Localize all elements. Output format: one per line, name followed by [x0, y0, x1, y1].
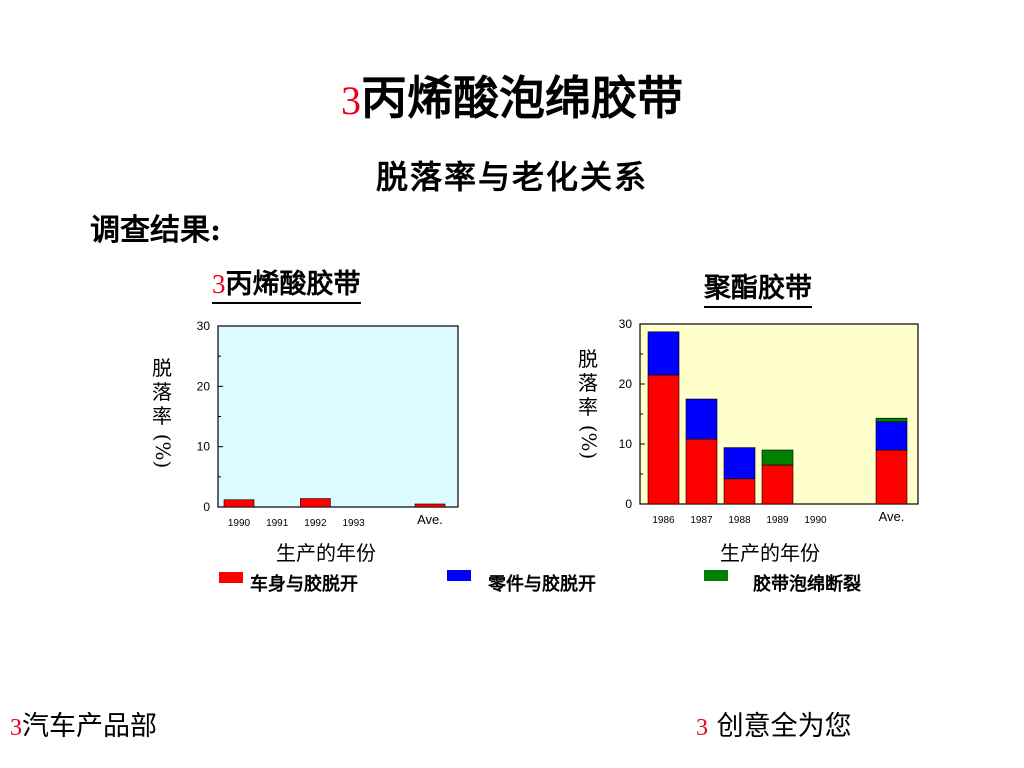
legend-swatch-part-detach [447, 570, 471, 581]
left-xtick-label: Ave. [417, 512, 443, 527]
left-xtick-label: 1991 [266, 518, 289, 529]
right-ylabel-char: 落 [578, 371, 598, 395]
right-bar-1989-s2 [761, 449, 794, 466]
legend-label-part-detach: 零件与胶脱开 [488, 574, 596, 595]
right-ytick-label: 20 [619, 377, 633, 391]
right-ylabel-unit: (%) [577, 425, 601, 460]
right-xtick-label: Ave. [879, 509, 905, 524]
legend-label-foam-break: 胶带泡绵断裂 [753, 574, 861, 595]
right-bar-1987-s1 [685, 398, 718, 440]
legend-label-body-detach: 车身与胶脱开 [250, 574, 358, 595]
right-ytick-label: 10 [619, 437, 633, 451]
left-xtick-label: 1993 [342, 518, 365, 529]
right-bar-1986-s1 [647, 331, 680, 376]
right-xtick-label: 1989 [766, 515, 789, 526]
right-bar-1987-s0 [685, 438, 718, 505]
left-chart-xlabel: 生产的年份 [276, 541, 376, 565]
legend-swatch-body-detach [219, 572, 243, 583]
right-ytick-label: 0 [625, 497, 632, 511]
right-bar-1986-s0 [647, 374, 680, 505]
left-bar-1992-s0 [300, 498, 331, 508]
right-ylabel-char: 脱 [578, 347, 598, 371]
right-xtick-label: 1986 [652, 515, 675, 526]
right-chart-xlabel: 生产的年份 [720, 541, 820, 565]
left-xtick-label: 1992 [304, 518, 327, 529]
left-ytick-label: 30 [197, 319, 211, 333]
left-ylabel-unit: (%) [151, 434, 175, 469]
left-bar-Ave.-s0 [414, 503, 446, 508]
right-bar-1988-s0 [723, 478, 756, 505]
right-ytick-label: 30 [619, 317, 633, 331]
left-chart-title-text: 丙烯酸胶带 [225, 269, 361, 300]
left-ylabel-char: 脱 [152, 356, 172, 380]
left-ytick-label: 20 [197, 379, 211, 393]
survey-label: 调查结果: [90, 213, 222, 248]
footer-right: 3 创意全为您 [696, 704, 852, 743]
page-subtitle: 脱落率与老化关系 [375, 158, 648, 196]
footer-right-mark: 3 [696, 715, 708, 741]
left-plot-area [217, 325, 459, 508]
page-title: 3丙烯酸泡绵胶带 [0, 62, 1024, 128]
legend-swatch-foam-break [704, 570, 728, 581]
left-bar-1990-s0 [223, 499, 255, 508]
right-xtick-label: 1988 [728, 515, 751, 526]
brand-mark: 3 [341, 78, 361, 123]
right-bar-1988-s1 [723, 447, 756, 480]
footer-left-mark: 3 [10, 715, 22, 741]
footer-right-text: 创意全为您 [716, 711, 852, 742]
footer-left: 3汽车产品部 [10, 704, 157, 743]
left-ytick-label: 0 [203, 500, 210, 514]
right-bar-Ave.-s0 [875, 449, 908, 505]
right-bar-1989-s0 [761, 464, 794, 505]
left-xtick-label: 1990 [228, 518, 251, 529]
right-xtick-label: 1987 [690, 515, 713, 526]
page-title-text: 丙烯酸泡绵胶带 [361, 71, 683, 125]
footer-left-text: 汽车产品部 [22, 711, 157, 742]
left-chart-title: 3丙烯酸胶带 [212, 262, 361, 304]
left-ylabel-char: 率 [152, 404, 172, 428]
left-chart-title-mark: 3 [212, 269, 226, 299]
left-ytick-label: 10 [197, 440, 211, 454]
right-xtick-label: 1990 [804, 515, 827, 526]
right-bar-Ave.-s1 [875, 421, 908, 451]
right-ylabel-char: 率 [578, 395, 598, 419]
right-bar-Ave.-s2 [875, 417, 908, 423]
right-chart-title: 聚酯胶带 [704, 266, 812, 308]
left-ylabel-char: 落 [152, 380, 172, 404]
